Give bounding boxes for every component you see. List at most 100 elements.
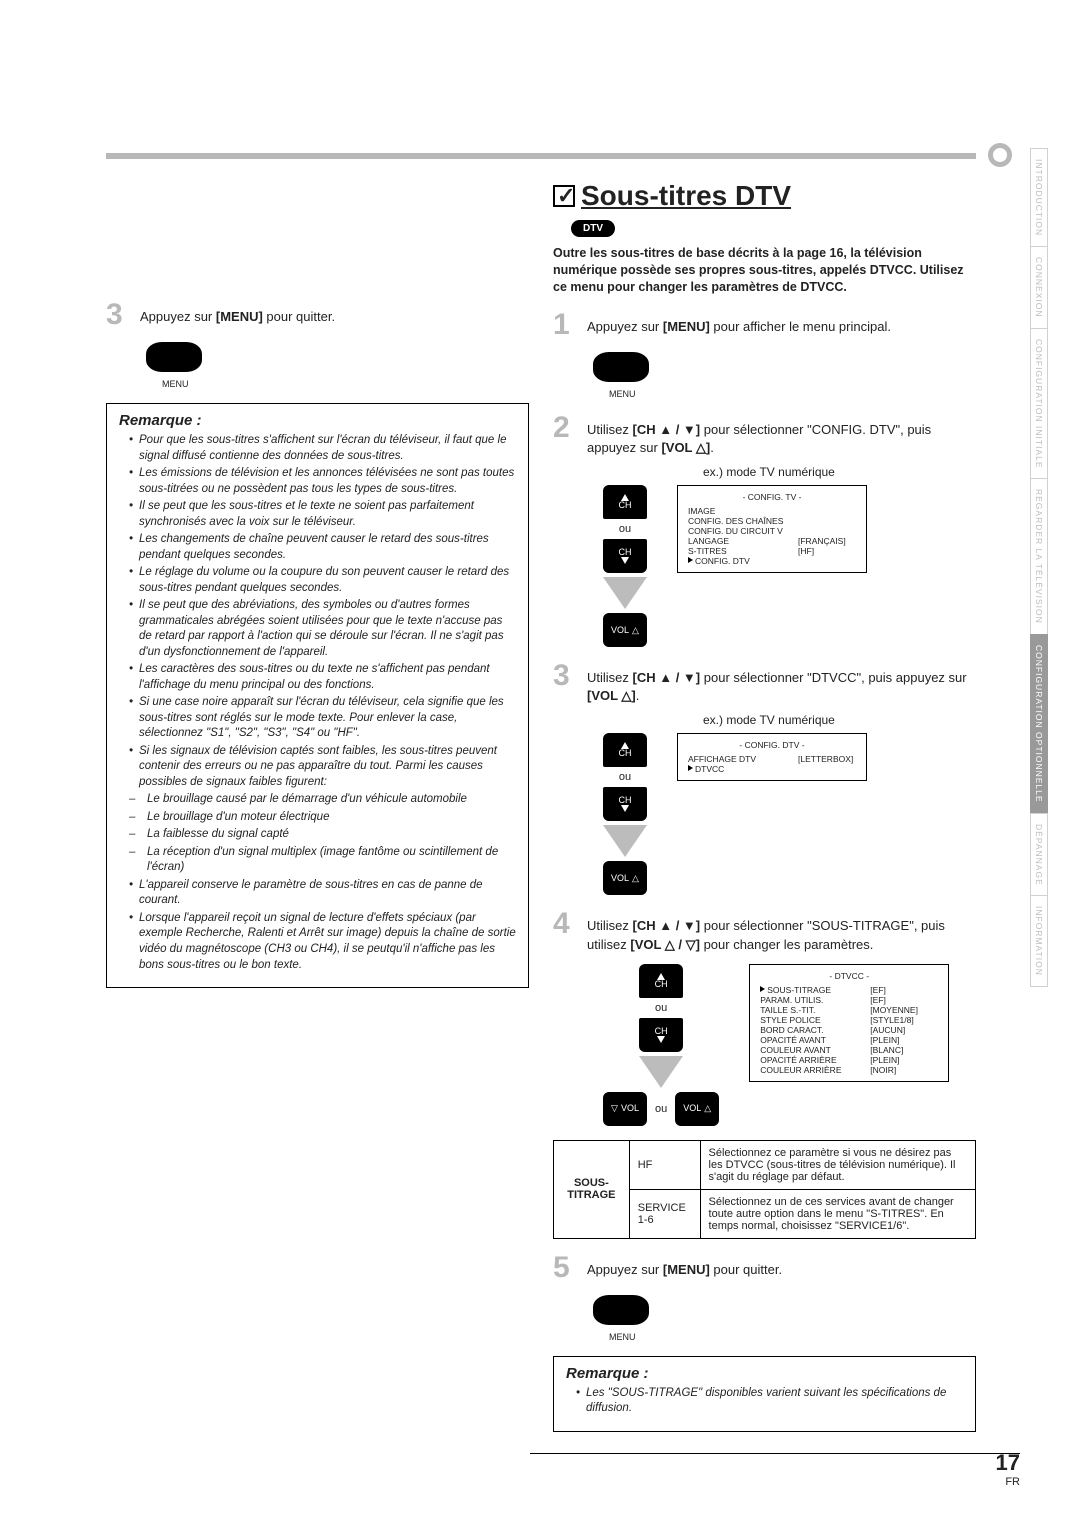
remark-subitem: Le brouillage d'un moteur électrique — [129, 810, 516, 826]
tab-config-optionnelle: CONFIGURATION OPTIONNELLE — [1030, 634, 1048, 813]
remark-item: Il se peut que des abréviations, des sym… — [129, 598, 516, 660]
screen-row: DTVCC — [688, 764, 856, 774]
remark-title: Remarque : — [119, 412, 516, 429]
remark-item: Les changements de chaîne peuvent causer… — [129, 532, 516, 563]
remark-item: L'appareil conserve le paramètre de sous… — [129, 878, 516, 909]
step-number: 3 — [553, 661, 579, 705]
right-remark-box: Remarque : Les "SOUS-TITRAGE" disponible… — [553, 1356, 976, 1432]
vol-up-icon: VOL △ — [603, 613, 647, 647]
ou-label: ou — [619, 771, 631, 783]
vol-tri-icon — [603, 825, 647, 857]
table-cell: HF — [629, 1140, 700, 1189]
vol-down-icon: ▽VOL — [603, 1092, 647, 1126]
tab-depannage: DÉPANNAGE — [1030, 813, 1048, 896]
ch-up-icon: CH — [603, 733, 647, 767]
remark-item: Pour que les sous-titres s'affichent sur… — [129, 433, 516, 464]
screen-row: COULEUR AVANT[BLANC] — [760, 1045, 938, 1055]
vol-up-icon: VOL△ — [675, 1092, 719, 1126]
screen-row: BORD CARACT.[AUCUN] — [760, 1025, 938, 1035]
example-label: ex.) mode TV numérique — [703, 713, 976, 727]
remote-group-4: CH ou CH ▽VOL ou VOL△ - DTVCC - SOUS-TIT… — [603, 964, 976, 1126]
step-number: 2 — [553, 413, 579, 457]
pointer-icon — [688, 557, 693, 563]
screen-row: CONFIG. DES CHAÎNES — [688, 516, 856, 526]
right-step-4: 4 Utilisez [CH ▲ / ▼] pour sélectionner … — [553, 909, 976, 953]
step-number: 5 — [553, 1253, 579, 1283]
screen-row: OPACITÉ AVANT[PLEIN] — [760, 1035, 938, 1045]
ch-up-icon: CH — [603, 485, 647, 519]
screen-row: CONFIG. DTV — [688, 556, 856, 566]
vol-tri-icon — [603, 577, 647, 609]
step-text: Appuyez sur [MENU] pour quitter. — [587, 1261, 782, 1283]
ou-label: ou — [655, 1002, 667, 1014]
screen-config-tv: - CONFIG. TV - IMAGE CONFIG. DES CHAÎNES… — [677, 485, 867, 573]
step-text: Utilisez [CH ▲ / ▼] pour sélectionner "D… — [587, 669, 976, 705]
page-number: 17 FR — [996, 1450, 1020, 1488]
table-cell: SERVICE 1-6 — [629, 1189, 700, 1238]
screen-row: S-TITRES[HF] — [688, 546, 856, 556]
screen-row: COULEUR ARRIÈRE[NOIR] — [760, 1065, 938, 1075]
remark-item: Il se peut que les sous-titres et le tex… — [129, 499, 516, 530]
remark-item: Si une case noire apparaît sur l'écran d… — [129, 695, 516, 742]
screen-row: CONFIG. DU CIRCUIT V — [688, 526, 856, 536]
right-step-5: 5 Appuyez sur [MENU] pour quitter. — [553, 1253, 976, 1283]
table-cell: Sélectionnez un de ces services avant de… — [700, 1189, 975, 1238]
step-number: 1 — [553, 310, 579, 340]
screen-row: STYLE POLICE[STYLE1/8] — [760, 1015, 938, 1025]
remark-subitem: Le brouillage causé par le démarrage d'u… — [129, 792, 516, 808]
section-title: Sous-titres DTV — [553, 180, 976, 212]
menu-button-label: MENU — [162, 379, 529, 389]
tab-config-initiale: CONFIGURATION INITIALE — [1030, 328, 1048, 479]
check-icon — [553, 185, 575, 207]
left-column: 3 Appuyez sur [MENU] pour quitter. MENU … — [106, 300, 529, 1432]
right-step-2: 2 Utilisez [CH ▲ / ▼] pour sélectionner … — [553, 413, 976, 457]
ch-down-icon: CH — [603, 787, 647, 821]
remark-list: Pour que les sous-titres s'affichent sur… — [119, 433, 516, 973]
screen-row: PARAM. UTILIS.[EF] — [760, 995, 938, 1005]
menu-button-icon — [593, 352, 649, 382]
right-step-3: 3 Utilisez [CH ▲ / ▼] pour sélectionner … — [553, 661, 976, 705]
left-remark-box: Remarque : Pour que les sous-titres s'af… — [106, 403, 529, 988]
vol-tri-icon — [639, 1056, 683, 1088]
remote-group-3: CH ou CH VOL △ - CONFIG. DTV - AFFICHAGE… — [603, 733, 976, 895]
page-number-value: 17 — [996, 1450, 1020, 1476]
step-number: 4 — [553, 909, 579, 953]
remark-item: Les "SOUS-TITRAGE" disponibles varient s… — [576, 1386, 963, 1417]
ch-down-icon: CH — [603, 539, 647, 573]
step-text: Appuyez sur [MENU] pour afficher le menu… — [587, 318, 891, 340]
menu-button-label: MENU — [609, 389, 976, 399]
step-text: Utilisez [CH ▲ / ▼] pour sélectionner "C… — [587, 421, 976, 457]
screen-row: IMAGE — [688, 506, 856, 516]
screen-row: LANGAGE[FRANÇAIS] — [688, 536, 856, 546]
screen-dtvcc: - DTVCC - SOUS-TITRAGE[EF] PARAM. UTILIS… — [749, 964, 949, 1082]
tab-introduction: INTRODUCTION — [1030, 148, 1048, 246]
pointer-icon — [760, 986, 765, 992]
right-step-1: 1 Appuyez sur [MENU] pour afficher le me… — [553, 310, 976, 340]
remark-subitem: La réception d'un signal multiplex (imag… — [129, 845, 516, 876]
intro-text: Outre les sous-titres de base décrits à … — [553, 245, 976, 296]
screen-row: OPACITÉ ARRIÈRE[PLEIN] — [760, 1055, 938, 1065]
menu-button-label: MENU — [609, 1332, 976, 1342]
table-row-header: SOUS-TITRAGE — [554, 1140, 630, 1238]
side-tabs: INTRODUCTION CONNEXION CONFIGURATION INI… — [1030, 148, 1048, 987]
screen-row: TAILLE S.-TIT.[MOYENNE] — [760, 1005, 938, 1015]
remark-title: Remarque : — [566, 1365, 963, 1382]
table-cell: Sélectionnez ce paramètre si vous ne dés… — [700, 1140, 975, 1189]
remark-item: Les caractères des sous-titres ou du tex… — [129, 662, 516, 693]
page-number-rule — [530, 1453, 1020, 1454]
ou-label: ou — [655, 1103, 667, 1115]
remark-item: Les émissions de télévision et les annon… — [129, 466, 516, 497]
screen-row: SOUS-TITRAGE[EF] — [760, 985, 938, 995]
header-dot — [988, 143, 1012, 167]
tab-connexion: CONNEXION — [1030, 246, 1048, 327]
remote-group-2: CH ou CH VOL △ - CONFIG. TV - IMAGE CONF… — [603, 485, 976, 647]
tab-information: INFORMATION — [1030, 895, 1048, 987]
remark-item: Si les signaux de télévision captés sont… — [129, 744, 516, 791]
sous-titrage-table: SOUS-TITRAGE HF Sélectionnez ce paramètr… — [553, 1140, 976, 1239]
remark-item: Lorsque l'appareil reçoit un signal de l… — [129, 911, 516, 973]
screen-title: - DTVCC - — [760, 971, 938, 981]
vol-up-icon: VOL △ — [603, 861, 647, 895]
ch-up-icon: CH — [639, 964, 683, 998]
ou-label: ou — [619, 523, 631, 535]
right-column: Sous-titres DTV DTV Outre les sous-titre… — [553, 180, 976, 1432]
